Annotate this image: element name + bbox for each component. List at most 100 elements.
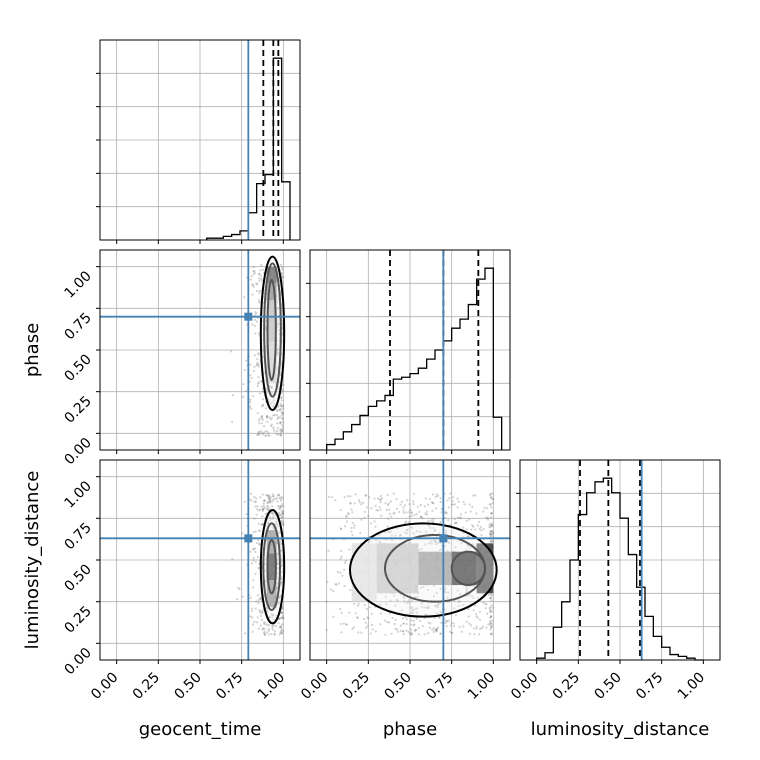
- scatter-point: [244, 389, 248, 393]
- scatter-point: [386, 525, 389, 528]
- scatter-point: [489, 503, 492, 506]
- scatter-point: [431, 493, 434, 496]
- scatter-point: [351, 521, 354, 525]
- scatter-point: [475, 625, 478, 628]
- scatter-point: [281, 319, 284, 322]
- density-cell: [376, 543, 419, 594]
- scatter-point: [256, 385, 259, 388]
- scatter-point: [279, 626, 283, 629]
- scatter-point: [378, 505, 381, 509]
- scatter-point: [489, 532, 492, 535]
- scatter-point: [258, 289, 261, 292]
- scatter-point: [276, 562, 280, 565]
- scatter-point: [454, 522, 457, 525]
- scatter-point: [280, 611, 283, 614]
- scatter-point: [342, 622, 345, 625]
- scatter-point: [271, 505, 274, 508]
- scatter-point: [267, 629, 270, 632]
- scatter-point: [256, 434, 259, 437]
- scatter-point: [412, 619, 415, 623]
- scatter-point: [450, 631, 454, 634]
- scatter-point: [340, 631, 343, 634]
- scatter-point: [332, 615, 335, 618]
- scatter-point: [279, 421, 282, 424]
- scatter-point: [279, 540, 282, 543]
- scatter-point: [410, 511, 413, 514]
- scatter-point: [490, 599, 493, 602]
- scatter-point: [485, 612, 489, 615]
- scatter-point: [388, 512, 391, 516]
- scatter-point: [401, 630, 405, 633]
- scatter-point: [271, 628, 274, 631]
- scatter-point: [281, 417, 284, 420]
- scatter-point: [261, 390, 265, 393]
- scatter-point: [267, 399, 271, 402]
- scatter-point: [360, 631, 363, 634]
- scatter-point: [453, 607, 456, 610]
- scatter-point: [259, 277, 263, 280]
- scatter-point: [254, 505, 257, 508]
- scatter-point: [267, 624, 271, 627]
- scatter-point: [334, 499, 337, 502]
- scatter-point: [401, 617, 405, 620]
- scatter-point: [280, 616, 284, 619]
- scatter-point: [447, 591, 450, 594]
- scatter-point: [388, 612, 392, 615]
- scatter-point: [399, 629, 402, 632]
- scatter-point: [278, 617, 281, 620]
- scatter-point: [281, 266, 284, 269]
- x-tick-label: 0.00: [88, 670, 121, 703]
- scatter-point: [417, 633, 421, 636]
- scatter-point: [432, 520, 435, 523]
- scatter-point: [258, 277, 261, 280]
- scatter-point: [278, 602, 281, 605]
- scatter-point: [279, 629, 283, 632]
- scatter-point: [252, 559, 255, 562]
- scatter-point: [413, 630, 416, 633]
- density-cell: [266, 530, 277, 554]
- scatter-point: [336, 570, 339, 573]
- scatter-point: [281, 571, 284, 574]
- scatter-point: [275, 497, 278, 500]
- scatter-point: [475, 627, 478, 630]
- scatter-point: [390, 539, 394, 542]
- y-tick-label: 0.00: [61, 435, 94, 468]
- scatter-point: [266, 607, 269, 610]
- scatter-point: [252, 547, 255, 550]
- scatter-point: [279, 263, 283, 267]
- scatter-point: [412, 492, 416, 495]
- scatter-point: [281, 430, 284, 433]
- scatter-point: [257, 273, 261, 276]
- scatter-point: [255, 600, 258, 603]
- scatter-point: [257, 599, 260, 602]
- scatter-point: [257, 509, 260, 512]
- scatter-point: [275, 414, 278, 417]
- scatter-point: [433, 529, 436, 532]
- scatter-point: [266, 623, 269, 627]
- scatter-point: [258, 433, 261, 436]
- scatter-point: [384, 633, 387, 636]
- scatter-point: [405, 618, 408, 621]
- scatter-point: [282, 384, 285, 387]
- scatter-point: [394, 627, 397, 631]
- axes-geocent_time-hist: [96, 39, 301, 244]
- scatter-point: [413, 513, 416, 516]
- scatter-point: [490, 512, 493, 515]
- scatter-point: [269, 402, 272, 405]
- scatter-point: [476, 524, 479, 527]
- scatter-point: [439, 497, 442, 500]
- scatter-point: [252, 531, 255, 534]
- scatter-point: [428, 524, 431, 528]
- scatter-point: [255, 363, 259, 366]
- scatter-point: [279, 429, 282, 432]
- scatter-point: [412, 624, 415, 627]
- scatter-point: [405, 511, 408, 514]
- scatter-point: [367, 515, 370, 518]
- scatter-point: [359, 531, 362, 534]
- scatter-point: [418, 619, 422, 622]
- scatter-point: [351, 511, 354, 514]
- scatter-point: [475, 615, 478, 618]
- scatter-point: [492, 531, 495, 534]
- scatter-point: [280, 577, 283, 581]
- scatter-point: [260, 264, 263, 267]
